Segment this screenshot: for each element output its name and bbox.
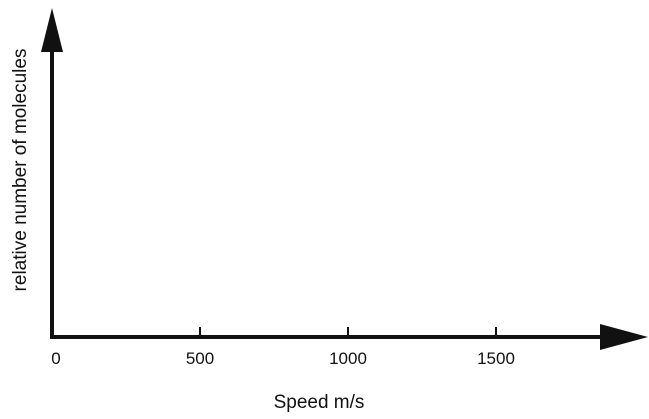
x-tick-label: 1000 (329, 349, 367, 368)
y-axis-arrow (41, 8, 63, 52)
y-axis-label: relative number of molecules (10, 49, 31, 292)
x-tick-label: 0 (51, 349, 60, 368)
x-axis-arrow (600, 324, 648, 350)
x-tick-label: 500 (186, 349, 214, 368)
x-tick-label: 1500 (477, 349, 515, 368)
x-axis-ticks: 0 500 1000 1500 (51, 327, 515, 368)
x-axis-label: Speed m/s (274, 392, 365, 413)
